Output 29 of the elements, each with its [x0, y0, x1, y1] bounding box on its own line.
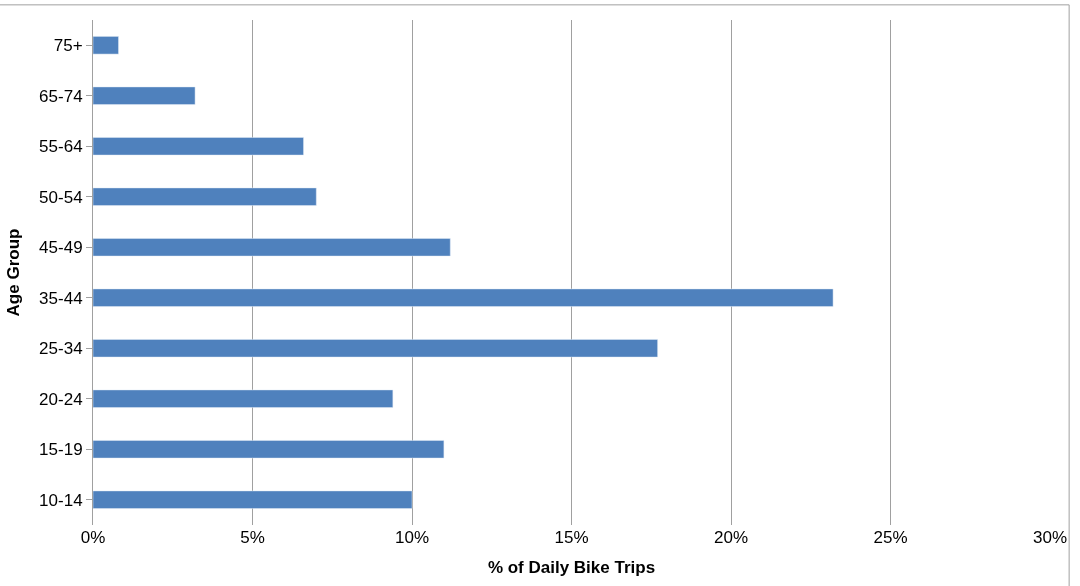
bar — [93, 389, 394, 408]
y-tick-label: 50-54 — [39, 187, 83, 207]
y-tick-label: 35-44 — [39, 288, 83, 308]
bar — [93, 137, 304, 156]
bar — [93, 238, 451, 257]
bar — [93, 440, 445, 459]
y-tick-label: 20-24 — [39, 389, 83, 409]
x-tick-label: 25% — [873, 528, 908, 547]
bar — [93, 86, 196, 105]
bar — [93, 490, 413, 509]
bar — [93, 288, 834, 307]
x-tick-label: 5% — [240, 528, 265, 547]
y-tick-label: 45-49 — [39, 238, 83, 258]
bar — [93, 36, 119, 55]
x-tick-label: 0% — [80, 528, 106, 547]
y-tick-label: 15-19 — [39, 440, 83, 460]
x-tick-label: 20% — [713, 528, 749, 547]
y-axis-title: Age Group — [3, 228, 23, 317]
y-tick-label: 25-34 — [39, 339, 83, 359]
bar — [93, 187, 317, 206]
y-tick-label: 10-14 — [39, 490, 83, 510]
x-tick-label: 10% — [394, 528, 430, 547]
y-tick-label: 65-74 — [39, 86, 83, 106]
y-tick-label: 75+ — [53, 36, 83, 56]
y-tick-label: 55-64 — [39, 137, 83, 157]
x-tick-label: 30% — [1032, 528, 1068, 547]
x-tick-label: 15% — [554, 528, 589, 547]
bar — [93, 339, 658, 358]
x-axis-title: % of Daily Bike Trips — [487, 558, 656, 578]
